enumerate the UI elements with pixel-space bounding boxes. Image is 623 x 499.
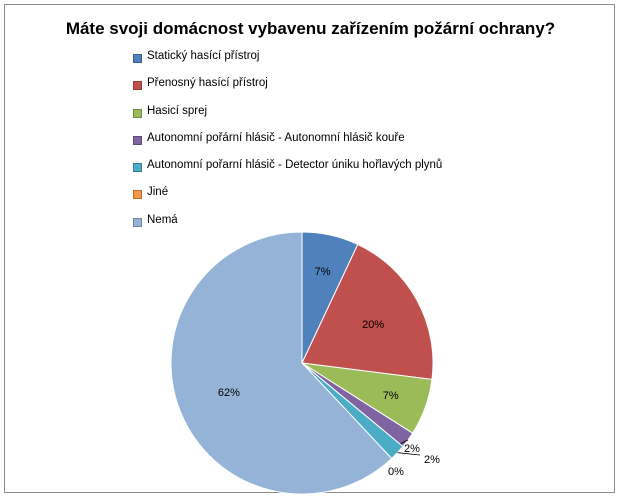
legend-swatch	[133, 217, 142, 227]
legend-swatch	[133, 108, 142, 118]
legend-label: Autonomní pořární hlásič - Autonomní hlá…	[147, 131, 405, 144]
data-label: 7%	[315, 266, 331, 278]
data-label: 62%	[218, 387, 240, 399]
legend-swatch	[133, 81, 142, 91]
leader-line	[399, 439, 409, 445]
legend-label: Autonomní pořarní hlásič - Detector únik…	[147, 159, 443, 172]
data-label: 20%	[362, 319, 384, 331]
legend-swatch	[133, 163, 142, 173]
data-label: 7%	[383, 390, 399, 402]
legend-label: Přenosný hasící přístroj	[147, 77, 268, 90]
data-label: 2%	[424, 454, 440, 466]
legend-label: Jiné	[147, 186, 169, 199]
data-label: 2%	[404, 443, 420, 455]
legend-label: Statický hasící přístroj	[147, 50, 260, 62]
pie-chart: 7%20%7%2%2%0%62%	[170, 231, 440, 494]
legend-swatch	[133, 190, 142, 200]
legend-swatch	[133, 135, 142, 145]
pie-slice	[170, 231, 393, 494]
data-label: 0%	[388, 466, 404, 478]
pie-slice	[301, 243, 434, 380]
legend-label: Hasicí sprej	[147, 104, 208, 117]
chart-area: Máte svoji domácnost vybavenu zařízením …	[4, 4, 615, 494]
legend-label: Nemá	[147, 213, 178, 226]
chart-title: Máte svoji domácnost vybavenu zařízením …	[65, 19, 556, 38]
legend-swatch	[133, 54, 142, 63]
leader-line	[397, 452, 421, 456]
